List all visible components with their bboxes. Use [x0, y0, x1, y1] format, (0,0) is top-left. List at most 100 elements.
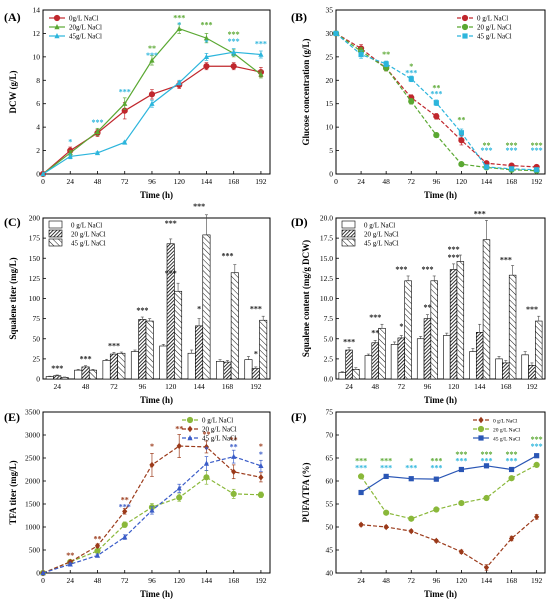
y-tick-label: 0: [36, 375, 40, 384]
data-point: [94, 542, 101, 550]
significance-label: ***: [369, 313, 381, 322]
x-tick-label: 120: [165, 382, 177, 391]
y-tick-label: 75: [33, 314, 41, 323]
y-tick-label: 0: [36, 569, 40, 578]
y-tick-label: 150: [29, 254, 41, 263]
x-axis-title: Time (h): [140, 589, 173, 599]
data-point: [203, 443, 210, 451]
x-tick-label: 192: [255, 177, 267, 186]
significance-label: ***: [355, 457, 367, 466]
series-line: [42, 51, 261, 175]
x-tick-label: 192: [526, 382, 538, 391]
bar: [528, 365, 536, 380]
x-tick-label: 48: [382, 177, 390, 186]
significance-label: ***: [506, 141, 518, 150]
data-point: [534, 453, 540, 459]
data-point: [176, 494, 183, 501]
x-tick-label: 120: [448, 382, 460, 391]
significance-label: **: [423, 303, 431, 312]
data-point: [231, 49, 237, 55]
y-tick-label: 55: [326, 500, 334, 509]
significance-label: ***: [500, 255, 512, 264]
plot-frame: [335, 411, 546, 574]
bar: [430, 280, 438, 380]
legend-marker: [478, 435, 484, 441]
panel-label: (F): [291, 410, 306, 424]
bar: [364, 355, 373, 380]
y-tick-label: 3000: [25, 431, 40, 440]
data-point: [258, 462, 264, 469]
x-tick-label: 168: [506, 576, 518, 585]
legend-label: 20 g/L NaCl: [364, 231, 399, 239]
y-tick-label: 2.5: [324, 354, 334, 363]
bar: [202, 234, 211, 380]
data-point: [203, 35, 210, 41]
y-tick-label: 15.0: [320, 254, 333, 263]
x-axis-title: Time (h): [140, 395, 173, 405]
significance-label: ***: [119, 503, 131, 512]
y-tick-label: 0: [36, 170, 40, 179]
x-tick-label: 96: [433, 177, 441, 186]
significance-label: ***: [343, 337, 355, 346]
significance-label: ***: [221, 251, 233, 260]
y-tick-label: 12.5: [320, 274, 333, 283]
data-point: [149, 100, 155, 106]
legend-marker: [478, 416, 484, 424]
significance-label: ***: [430, 90, 442, 99]
data-point: [122, 508, 128, 515]
x-axis-title: Time (h): [424, 395, 457, 405]
y-tick-label: 35: [326, 6, 334, 15]
significance-label: ***: [421, 265, 433, 274]
y-tick-label: 70: [326, 431, 334, 440]
data-point: [40, 171, 46, 177]
significance-label: *: [409, 62, 413, 71]
legend-swatch: [341, 238, 356, 247]
y-tick-label: 20.0: [320, 214, 333, 223]
data-point: [203, 460, 210, 466]
y-tick-label: 14: [33, 6, 41, 15]
significance-label: ***: [480, 450, 492, 459]
significance-label: **: [432, 84, 440, 93]
bar: [352, 369, 360, 380]
x-axis-title: Time (h): [424, 589, 457, 599]
data-point: [203, 474, 210, 481]
legend-marker: [54, 24, 60, 30]
significance-label: ***: [474, 209, 486, 218]
significance-label: *: [68, 138, 72, 147]
plot-frame: [42, 411, 271, 574]
legend-label: 45 g/L NaCl: [493, 437, 521, 443]
significance-label: ***: [531, 146, 543, 155]
data-point: [383, 523, 389, 531]
data-point: [534, 513, 540, 521]
significance-label: ***: [455, 457, 467, 466]
x-tick-label: 24: [357, 177, 365, 186]
x-axis-title: Time (h): [140, 190, 173, 200]
bar: [521, 354, 529, 380]
y-axis-title: Squalene titer (mg/L): [8, 257, 18, 339]
data-point: [122, 100, 128, 106]
significance-label: ***: [108, 341, 120, 350]
x-tick-label: 168: [228, 177, 240, 186]
y-tick-label: 1500: [25, 500, 40, 509]
significance-label: ***: [228, 30, 240, 39]
x-tick-label: 24: [66, 177, 74, 186]
x-tick-label: 144: [481, 576, 493, 585]
bar: [244, 359, 253, 380]
y-tick-label: 200: [29, 214, 41, 223]
legend-marker: [461, 14, 469, 22]
x-tick-label: 24: [357, 576, 365, 585]
data-point: [508, 466, 515, 473]
data-point: [533, 461, 540, 468]
y-tick-label: 175: [29, 234, 41, 243]
x-tick-label: 96: [148, 177, 156, 186]
significance-label: **: [121, 496, 129, 505]
legend-marker: [53, 14, 61, 22]
series-line: [42, 476, 261, 574]
x-tick-label: 48: [94, 177, 102, 186]
bar: [130, 351, 139, 380]
bar: [166, 243, 175, 380]
legend-marker: [462, 33, 468, 39]
data-point: [230, 63, 237, 70]
data-point: [257, 491, 265, 498]
